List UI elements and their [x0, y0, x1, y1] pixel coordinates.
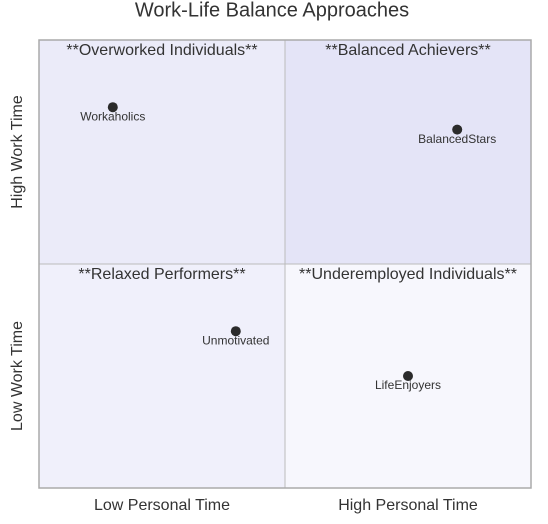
y-axis-label: High Work Time — [9, 95, 26, 209]
point-label: Workaholics — [80, 109, 145, 123]
quadrant — [39, 40, 285, 264]
point — [107, 102, 118, 113]
point — [403, 371, 413, 381]
point-label: LifeEnjoyers — [375, 378, 441, 392]
quadrant — [39, 264, 285, 488]
point — [230, 326, 241, 337]
quadrant-label: **Underemployed Individuals** — [299, 266, 517, 283]
quadrant-label: **Overworked Individuals** — [66, 42, 257, 59]
point — [452, 124, 463, 135]
quadrant — [285, 40, 531, 264]
quadrant-label: **Relaxed Performers** — [78, 266, 245, 283]
point-label: BalancedStars — [418, 132, 496, 146]
plot-border — [38, 39, 532, 489]
point-label: Unmotivated — [202, 333, 269, 347]
y-axis-label: Low Work Time — [9, 321, 26, 431]
quadrant-label: **Balanced Achievers** — [325, 42, 490, 59]
x-axis-label: High Personal Time — [338, 497, 478, 514]
x-axis-label: Low Personal Time — [94, 497, 230, 514]
chart-title: Work-Life Balance Approaches — [135, 0, 409, 21]
